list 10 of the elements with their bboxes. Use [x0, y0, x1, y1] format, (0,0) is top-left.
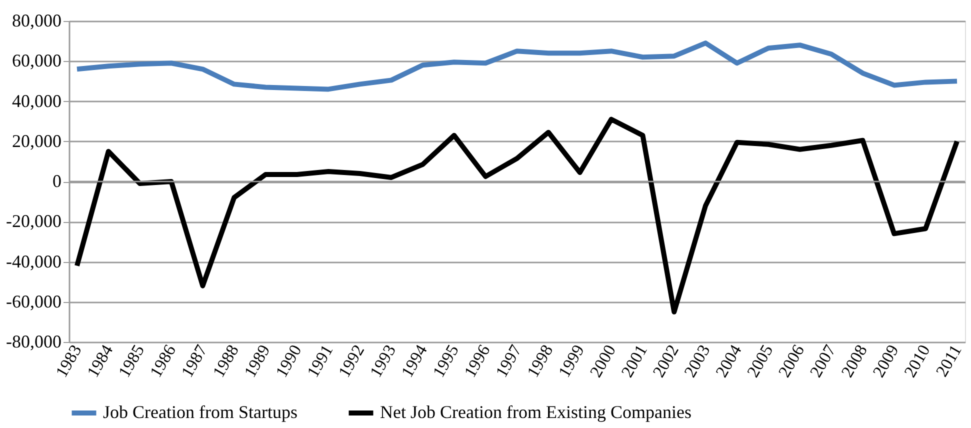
legend-label: Net Job Creation from Existing Companies	[380, 402, 692, 422]
y-tick-label: 40,000	[12, 90, 62, 111]
y-tick-label: -60,000	[6, 291, 62, 312]
legend-label: Job Creation from Startups	[103, 402, 298, 422]
y-tick-label: 20,000	[12, 130, 62, 151]
y-tick-label: 80,000	[12, 10, 62, 30]
y-tick-label: -40,000	[6, 251, 62, 272]
y-tick-label: 0	[52, 171, 62, 191]
y-tick-label: -20,000	[6, 211, 62, 232]
y-tick-label: 60,000	[12, 50, 62, 71]
